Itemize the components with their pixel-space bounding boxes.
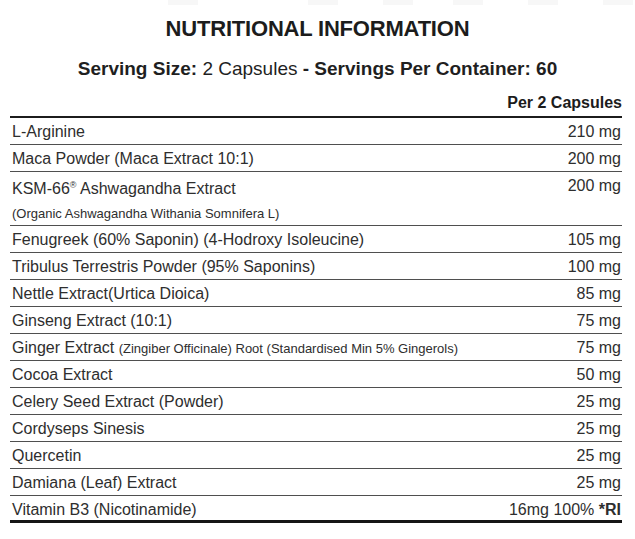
- text-segment: 25 mg: [577, 420, 621, 437]
- text-segment: Maca Powder (Maca Extract 10:1): [12, 150, 254, 167]
- text-segment: L-Arginine: [12, 123, 85, 140]
- text-segment: KSM-66: [12, 180, 70, 197]
- ingredient-name: Cordyseps Sinesis: [10, 415, 145, 441]
- ingredient-amount: [621, 199, 622, 225]
- text-segment: Ginseng Extract (10:1): [12, 312, 172, 329]
- panel-title: NUTRITIONAL INFORMATION: [0, 16, 635, 42]
- serving-line: Serving Size: 2 Capsules - Servings Per …: [0, 58, 635, 80]
- text-segment: Cordyseps Sinesis: [12, 420, 145, 437]
- text-segment: 25 mg: [577, 393, 621, 410]
- ingredient-name: Ginger Extract (Zingiber Officinale) Roo…: [10, 334, 458, 360]
- ingredient-amount: 25 mg: [577, 442, 622, 468]
- ingredient-name: Tribulus Terrestris Powder (95% Saponins…: [10, 253, 315, 279]
- table-row: Maca Powder (Maca Extract 10:1) 200 mg: [10, 145, 622, 172]
- ingredient-name: Maca Powder (Maca Extract 10:1): [10, 145, 254, 171]
- nutrition-panel: NUTRITIONAL INFORMATION Serving Size: 2 …: [0, 16, 635, 523]
- text-segment: 25 mg: [577, 474, 621, 491]
- text-segment: 100 mg: [568, 258, 621, 275]
- ingredient-amount: 100 mg: [568, 253, 622, 279]
- text-segment: 85 mg: [577, 285, 621, 302]
- text-segment: (Organic Ashwagandha Withania Somnifera …: [12, 206, 279, 221]
- text-segment: Damiana (Leaf) Extract: [12, 474, 177, 491]
- ingredient-name: KSM-66® Ashwagandha Extract: [10, 172, 236, 199]
- text-segment: Tribulus Terrestris Powder (95% Saponins…: [12, 258, 315, 275]
- ingredient-amount: 25 mg: [577, 388, 622, 414]
- ingredient-amount: 200 mg: [568, 145, 622, 171]
- table-row: Vitamin B3 (Nicotinamide) 16mg 100% *RI: [10, 496, 622, 523]
- ingredient-name: Nettle Extract(Urtica Dioica): [10, 280, 209, 306]
- table-row: Fenugreek (60% Saponin) (4-Hodroxy Isole…: [10, 226, 622, 253]
- text-segment: (Zingiber Officinale) Root (Standardised…: [119, 341, 458, 356]
- text-segment: 200 mg: [568, 177, 621, 194]
- text-segment: 50 mg: [577, 366, 621, 383]
- table-row: Tribulus Terrestris Powder (95% Saponins…: [10, 253, 622, 280]
- ingredient-name: Quercetin: [10, 442, 81, 468]
- ingredient-name: (Organic Ashwagandha Withania Somnifera …: [10, 199, 279, 225]
- text-segment: Ginger Extract: [12, 339, 119, 356]
- ingredient-amount: 25 mg: [577, 469, 622, 495]
- serving-size-value: 2 Capsules: [197, 58, 303, 79]
- ingredient-amount: 25 mg: [577, 415, 622, 441]
- table-row: (Organic Ashwagandha Withania Somnifera …: [10, 199, 622, 226]
- table-row: Ginseng Extract (10:1) 75 mg: [10, 307, 622, 334]
- column-header: Per 2 Capsules: [0, 94, 622, 112]
- serving-size-label: Serving Size:: [78, 58, 197, 79]
- text-segment: Ashwagandha Extract: [76, 180, 235, 197]
- table-row: Quercetin 25 mg: [10, 442, 622, 469]
- ingredient-name: L-Arginine: [10, 118, 85, 144]
- table-row: Celery Seed Extract (Powder) 25 mg: [10, 388, 622, 415]
- servings-per-container: - Servings Per Container: 60: [303, 58, 557, 79]
- ingredient-amount: 105 mg: [568, 226, 622, 252]
- table-row: Damiana (Leaf) Extract 25 mg: [10, 469, 622, 496]
- text-segment: Quercetin: [12, 447, 81, 464]
- text-segment: *RI: [599, 501, 621, 518]
- ingredient-name: Fenugreek (60% Saponin) (4-Hodroxy Isole…: [10, 226, 364, 252]
- text-segment: 200 mg: [568, 150, 621, 167]
- table-row: Nettle Extract(Urtica Dioica) 85 mg: [10, 280, 622, 307]
- ingredient-name: Vitamin B3 (Nicotinamide): [10, 496, 197, 520]
- table-row: L-Arginine 210 mg: [10, 118, 622, 145]
- table-row: KSM-66® Ashwagandha Extract 200 mg: [10, 172, 622, 199]
- text-segment: Vitamin B3 (Nicotinamide): [12, 501, 197, 518]
- ingredients-table: L-Arginine 210 mg Maca Powder (Maca Extrac…: [10, 116, 622, 523]
- ingredient-amount: 200 mg: [568, 172, 622, 199]
- text-segment: 105 mg: [568, 231, 621, 248]
- ingredient-amount: 75 mg: [577, 334, 622, 360]
- scan-artifact: [168, 0, 198, 5]
- ingredient-amount: 75 mg: [577, 307, 622, 333]
- table-row: Cordyseps Sinesis 25 mg: [10, 415, 622, 442]
- ingredient-name: Celery Seed Extract (Powder): [10, 388, 224, 414]
- text-segment: 16mg 100%: [509, 501, 599, 518]
- text-segment: 210 mg: [568, 123, 621, 140]
- text-segment: Nettle Extract(Urtica Dioica): [12, 285, 209, 302]
- table-row: Ginger Extract (Zingiber Officinale) Roo…: [10, 334, 622, 361]
- text-segment: Celery Seed Extract (Powder): [12, 393, 224, 410]
- text-segment: 75 mg: [577, 339, 621, 356]
- text-segment: 75 mg: [577, 312, 621, 329]
- ingredient-amount: 16mg 100% *RI: [509, 496, 622, 520]
- ingredient-amount: 85 mg: [577, 280, 622, 306]
- text-segment: Fenugreek (60% Saponin) (4-Hodroxy Isole…: [12, 231, 364, 248]
- ingredient-amount: 210 mg: [568, 118, 622, 144]
- ingredient-amount: 50 mg: [577, 361, 622, 387]
- ingredient-name: Damiana (Leaf) Extract: [10, 469, 177, 495]
- ingredient-name: Cocoa Extract: [10, 361, 112, 387]
- text-segment: Cocoa Extract: [12, 366, 112, 383]
- text-segment: 25 mg: [577, 447, 621, 464]
- table-row: Cocoa Extract 50 mg: [10, 361, 622, 388]
- ingredient-name: Ginseng Extract (10:1): [10, 307, 172, 333]
